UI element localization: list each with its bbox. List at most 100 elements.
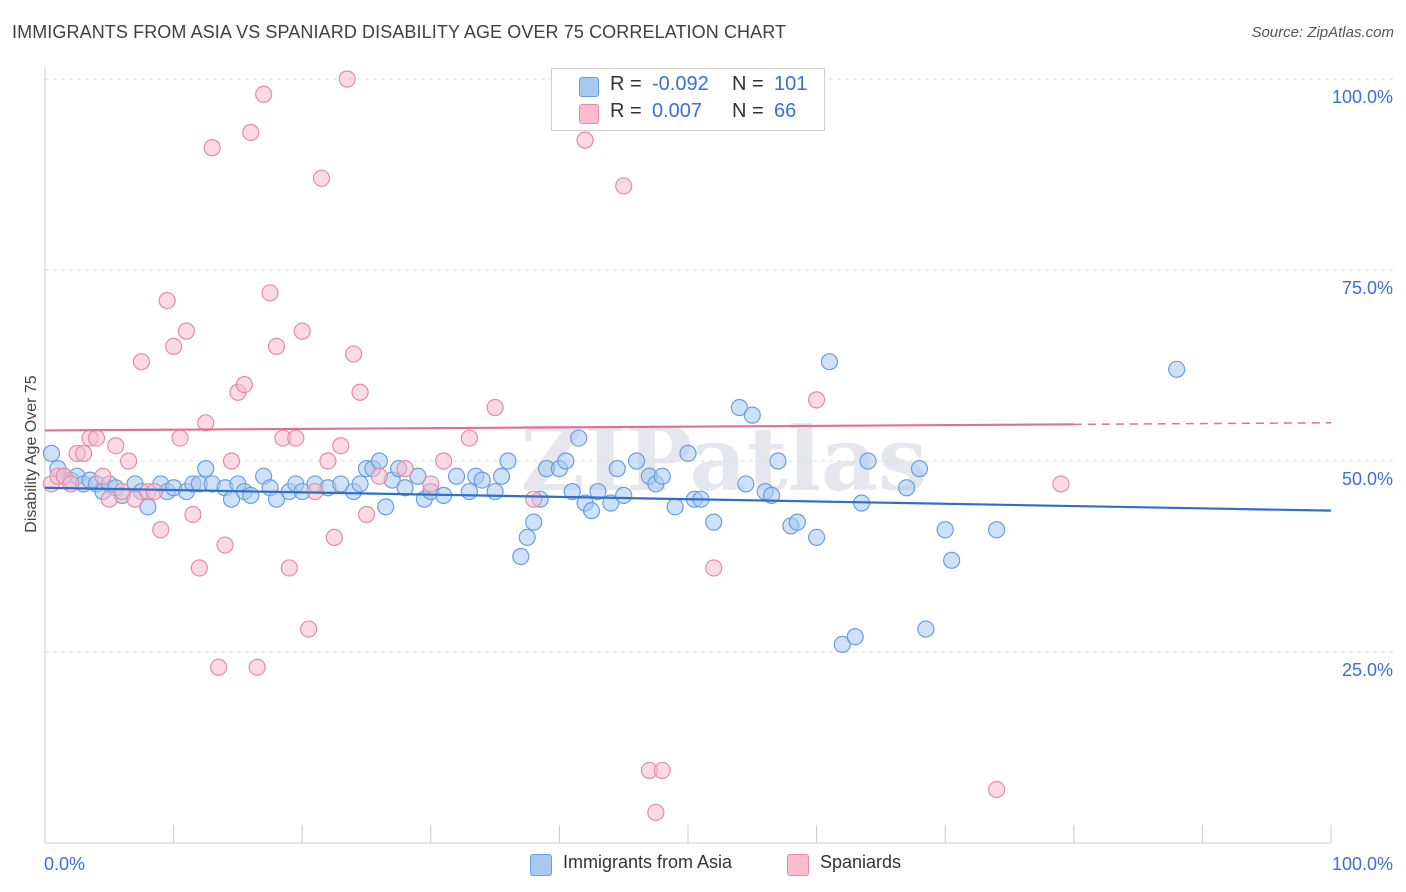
data-point-spaniards bbox=[177, 322, 196, 340]
legend-r-value: -0.092 bbox=[652, 73, 709, 95]
data-point-asia bbox=[988, 521, 1006, 539]
data-point-spaniards bbox=[267, 337, 286, 355]
data-point-spaniards bbox=[203, 139, 221, 157]
data-point-spaniards bbox=[396, 460, 414, 478]
legend-swatch-spaniards bbox=[787, 854, 809, 876]
y-tick-label: 50.0% bbox=[1342, 469, 1393, 489]
watermark: ZIPatlas bbox=[521, 407, 928, 511]
data-point-asia bbox=[743, 406, 761, 424]
data-point-asia bbox=[197, 460, 215, 478]
data-point-spaniards bbox=[332, 437, 350, 455]
data-point-asia bbox=[370, 452, 388, 470]
data-point-asia bbox=[936, 521, 954, 539]
data-point-asia bbox=[762, 486, 781, 504]
data-point-asia bbox=[608, 460, 626, 478]
data-point-asia bbox=[627, 452, 646, 470]
data-point-spaniards bbox=[615, 177, 633, 195]
data-point-asia bbox=[351, 475, 369, 493]
data-point-spaniards bbox=[255, 85, 273, 103]
data-point-asia bbox=[499, 452, 517, 470]
data-point-spaniards bbox=[242, 123, 260, 142]
data-point-asia bbox=[242, 486, 260, 504]
data-point-spaniards bbox=[525, 490, 543, 508]
data-point-spaniards bbox=[261, 284, 279, 302]
data-point-spaniards bbox=[132, 353, 151, 371]
legend-n-label: N = bbox=[732, 73, 764, 95]
data-point-asia bbox=[473, 471, 491, 489]
trend-line-asia bbox=[44, 486, 1332, 512]
data-point-spaniards bbox=[319, 452, 337, 470]
data-point-spaniards bbox=[345, 345, 363, 363]
legend-r-label: R = bbox=[610, 73, 642, 95]
data-point-spaniards bbox=[152, 521, 170, 539]
data-point-spaniards bbox=[293, 322, 311, 340]
data-point-spaniards bbox=[325, 528, 343, 547]
data-point-spaniards bbox=[190, 559, 208, 577]
data-point-spaniards bbox=[248, 658, 266, 676]
data-point-asia bbox=[42, 444, 61, 462]
data-point-asia bbox=[447, 467, 466, 485]
data-point-spaniards bbox=[126, 490, 144, 508]
data-point-spaniards bbox=[222, 452, 241, 470]
data-point-spaniards bbox=[145, 482, 163, 501]
data-point-asia bbox=[807, 528, 826, 547]
data-point-asia bbox=[492, 467, 511, 485]
legend-label-asia: Immigrants from Asia bbox=[563, 852, 733, 872]
legend-swatch-asia bbox=[579, 77, 599, 97]
data-point-spaniards bbox=[197, 414, 215, 432]
data-point-spaniards bbox=[988, 780, 1006, 799]
data-point-asia bbox=[846, 628, 864, 646]
data-point-asia bbox=[917, 620, 935, 638]
data-point-spaniards bbox=[171, 429, 189, 447]
data-point-asia bbox=[615, 486, 633, 504]
data-point-spaniards bbox=[113, 482, 131, 501]
data-point-asia bbox=[589, 482, 607, 501]
data-point-asia bbox=[820, 353, 839, 371]
x-tick-label: 0.0% bbox=[44, 854, 85, 874]
data-point-asia bbox=[737, 475, 755, 493]
legend-n-value: 66 bbox=[774, 100, 797, 122]
data-point-spaniards bbox=[338, 70, 356, 88]
data-point-asia bbox=[409, 467, 427, 485]
y-tick-label: 25.0% bbox=[1342, 660, 1393, 680]
data-point-asia bbox=[730, 398, 749, 417]
data-point-asia bbox=[859, 452, 877, 470]
data-point-asia bbox=[910, 460, 929, 478]
data-point-asia bbox=[518, 528, 536, 547]
data-point-spaniards bbox=[235, 376, 253, 394]
data-point-spaniards bbox=[158, 291, 176, 310]
data-point-asia bbox=[377, 498, 395, 516]
data-point-asia bbox=[563, 482, 581, 501]
data-point-asia bbox=[666, 498, 684, 516]
data-point-asia bbox=[570, 429, 588, 447]
data-point-spaniards bbox=[351, 383, 369, 401]
legend-n-label: N = bbox=[732, 100, 764, 122]
x-tick-label: 100.0% bbox=[1332, 854, 1393, 874]
data-point-spaniards bbox=[486, 398, 504, 417]
data-point-spaniards bbox=[422, 475, 440, 493]
data-point-asia bbox=[653, 467, 671, 485]
data-point-spaniards bbox=[460, 429, 478, 447]
data-point-asia bbox=[460, 482, 478, 501]
y-tick-label: 75.0% bbox=[1342, 278, 1393, 298]
legend-n-value: 101 bbox=[774, 73, 808, 95]
data-point-spaniards bbox=[1052, 475, 1070, 493]
data-point-spaniards bbox=[312, 169, 331, 187]
source-label: Source: ZipAtlas.com bbox=[1251, 24, 1394, 41]
data-point-spaniards bbox=[87, 429, 106, 447]
trend-line-spaniards-dashed bbox=[1073, 422, 1332, 426]
data-point-spaniards bbox=[62, 475, 80, 493]
data-point-asia bbox=[898, 479, 916, 497]
legend-label-spaniards: Spaniards bbox=[820, 852, 902, 872]
y-tick-label: 100.0% bbox=[1332, 87, 1393, 107]
data-point-spaniards bbox=[100, 490, 118, 508]
data-point-spaniards bbox=[165, 337, 183, 355]
data-point-asia bbox=[1168, 360, 1186, 378]
data-point-spaniards bbox=[184, 505, 202, 524]
data-point-spaniards bbox=[705, 559, 723, 577]
data-point-spaniards bbox=[280, 559, 298, 577]
legend-r-value: 0.007 bbox=[652, 100, 703, 122]
data-point-asia bbox=[602, 494, 620, 512]
data-point-spaniards bbox=[653, 761, 671, 780]
data-point-spaniards bbox=[435, 452, 453, 470]
